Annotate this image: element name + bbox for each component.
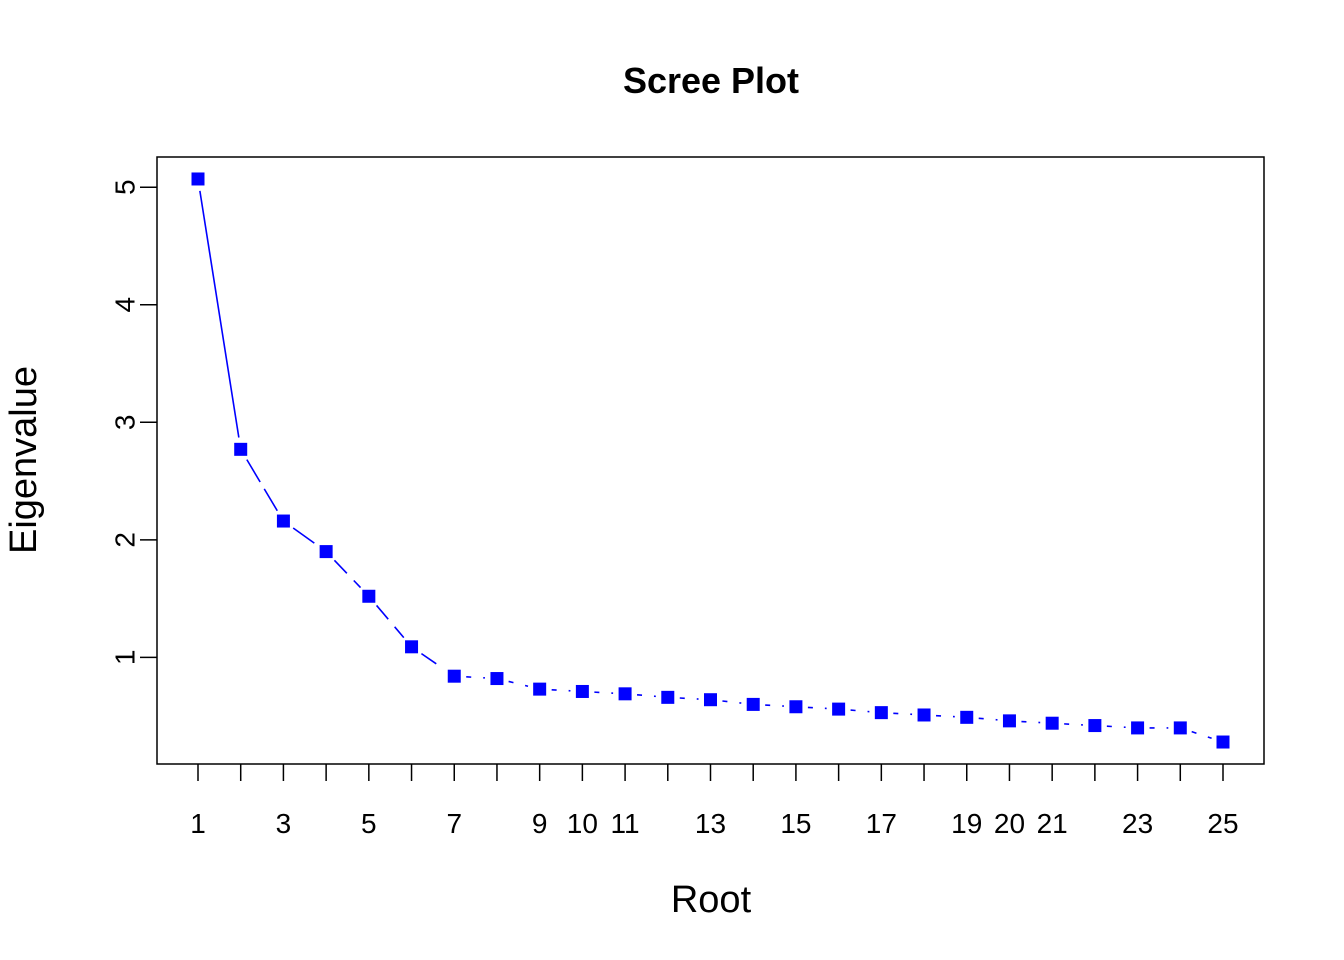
y-tick-label: 5 [110,179,141,195]
chart-title: Scree Plot [623,60,799,101]
data-point [917,708,931,722]
data-point [447,669,461,683]
x-tick-label: 5 [361,808,377,839]
series-line-segment [935,714,955,718]
series-line-segment [333,559,362,589]
series-line-segment [551,688,571,692]
data-point [1216,735,1230,749]
series-line-segment [1191,730,1212,740]
data-point [1173,721,1187,735]
y-tick-label: 2 [110,532,141,548]
y-tick-label: 1 [110,650,141,666]
data-point [661,690,675,704]
x-tick-label: 15 [780,808,811,839]
x-tick-label: 3 [276,808,292,839]
x-tick-label: 11 [611,808,640,839]
series-line-segment [807,706,827,710]
x-tick-label: 10 [567,808,598,839]
data-point [874,706,888,720]
data-point [319,545,333,559]
y-axis-title: Eigenvalue [3,366,45,554]
series-line-segment [636,694,656,698]
data-point [276,514,290,528]
x-tick-label: 21 [1037,808,1068,839]
series-line-segment [466,676,486,679]
data-point [490,672,504,686]
data-point [362,589,376,603]
series-line-segment [420,652,445,671]
series-line-segment [375,604,405,639]
x-tick-label: 23 [1122,808,1153,839]
series-line-segment [199,190,240,438]
data-point [746,697,760,711]
data-point [533,682,547,696]
x-tick-label: 9 [532,808,548,839]
series-line-segment [765,704,784,707]
series-line-segment [1021,720,1041,724]
x-tick-label: 25 [1207,808,1238,839]
plot-frame [156,156,1265,765]
data-point [832,702,846,716]
y-tick-label: 3 [110,415,141,431]
data-point [575,684,589,698]
series-points [191,172,1230,749]
series-line-segment [722,700,742,704]
x-tick-label: 19 [951,808,982,839]
data-point [1088,719,1102,733]
data-point [789,700,803,714]
data-point [960,710,974,724]
x-tick-label: 1 [190,808,206,839]
x-tick-label: 13 [695,808,726,839]
series-line-segment [978,717,998,721]
x-axis: 1 3 5 7 9 10 11 13 15 17 19 20 21 23 25 [190,764,1239,839]
data-point [234,442,248,456]
data-point [405,640,419,654]
series-lines [199,190,1212,740]
series-line-segment [292,527,317,546]
series-line-segment [246,459,278,512]
series-line-segment [850,709,870,713]
x-tick-label: 7 [446,808,462,839]
y-axis: 1 2 3 4 5 [110,179,157,666]
data-point [618,687,632,701]
y-tick-label: 4 [110,297,141,313]
series-line-segment [1064,723,1083,726]
series-line-segment [1106,725,1126,729]
x-tick-label: 17 [866,808,897,839]
data-point [1002,714,1016,728]
series-line-segment [594,691,614,694]
data-point [191,172,205,186]
x-axis-title: Root [671,879,752,921]
data-point [704,693,717,707]
series-line-segment [679,697,699,700]
data-point [1045,716,1059,730]
series-line-segment [508,680,529,688]
series-line-segment [893,712,913,716]
x-tick-label: 20 [994,808,1025,839]
data-point [1131,721,1145,735]
